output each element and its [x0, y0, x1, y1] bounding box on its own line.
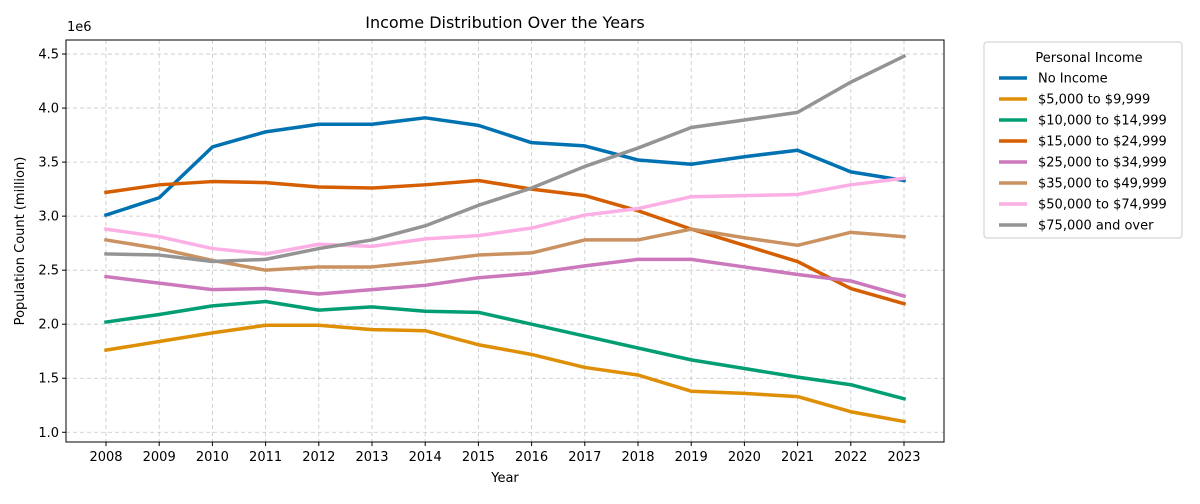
x-tick-label: 2017	[568, 450, 601, 465]
y-tick-label: 2.0	[38, 318, 59, 333]
series-line	[103, 116, 907, 218]
x-tick-label: 2018	[621, 450, 654, 465]
x-tick-label: 2022	[834, 450, 867, 465]
x-tick-label: 2019	[675, 450, 708, 465]
x-tick-label: 2015	[462, 450, 495, 465]
legend-title: Personal Income	[1035, 51, 1142, 66]
series-line	[104, 178, 907, 306]
series-line	[104, 53, 907, 264]
chart-title: Income Distribution Over the Years	[365, 13, 645, 32]
y-tick-label: 1.5	[38, 372, 59, 387]
legend: Personal Income No Income $5,000 to $9,99…	[983, 41, 1183, 239]
legend-label: $35,000 to $49,999	[1038, 177, 1167, 192]
series-lines	[103, 53, 907, 424]
x-tick-label: 2008	[89, 450, 122, 465]
y-tick-label: 3.5	[38, 156, 59, 171]
legend-label: No Income	[1038, 72, 1108, 87]
series-line	[104, 257, 907, 299]
legend-items: No Income $5,000 to $9,999 $10,000 to $14,…	[999, 72, 1167, 234]
series-line	[104, 299, 907, 401]
x-axis-label: Year	[490, 471, 519, 486]
y-tick-label: 1.0	[38, 426, 59, 441]
legend-label: $5,000 to $9,999	[1038, 93, 1150, 108]
legend-label: $10,000 to $14,999	[1038, 114, 1167, 129]
x-tick-label: 2013	[355, 450, 388, 465]
series-line	[103, 227, 906, 272]
legend-frame	[983, 41, 1183, 239]
y-tick-label: 4.5	[38, 48, 59, 63]
y-tick-label: 3.0	[38, 210, 59, 225]
legend-label: $75,000 and over	[1038, 219, 1154, 234]
legend-label: $15,000 to $24,999	[1038, 135, 1167, 150]
x-tick-label: 2016	[515, 450, 548, 465]
series-line	[104, 176, 906, 256]
y-tick-label: 4.0	[38, 102, 59, 117]
legend-label: $25,000 to $34,999	[1038, 156, 1167, 171]
x-tick-label: 2011	[249, 450, 282, 465]
x-tick-label: 2009	[143, 450, 176, 465]
plot-frame	[65, 39, 945, 443]
x-tick-label: 2012	[302, 450, 335, 465]
x-tick-label: 2010	[196, 450, 229, 465]
x-tick-label: 2021	[781, 450, 814, 465]
x-tick-label: 2020	[728, 450, 761, 465]
series-line	[103, 323, 907, 424]
y-tick-label: 2.5	[38, 264, 59, 279]
x-tick-label: 2014	[409, 450, 442, 465]
legend-label: $50,000 to $74,999	[1038, 198, 1167, 213]
x-tick-label: 2023	[887, 450, 920, 465]
y-offset-label: 1e6	[67, 20, 92, 35]
y-axis-label: Population Count (million)	[13, 157, 28, 326]
axis-ticks: 2008 2009 2010 2011 2012 2013 2014 2015 2016 2017…	[38, 48, 920, 465]
